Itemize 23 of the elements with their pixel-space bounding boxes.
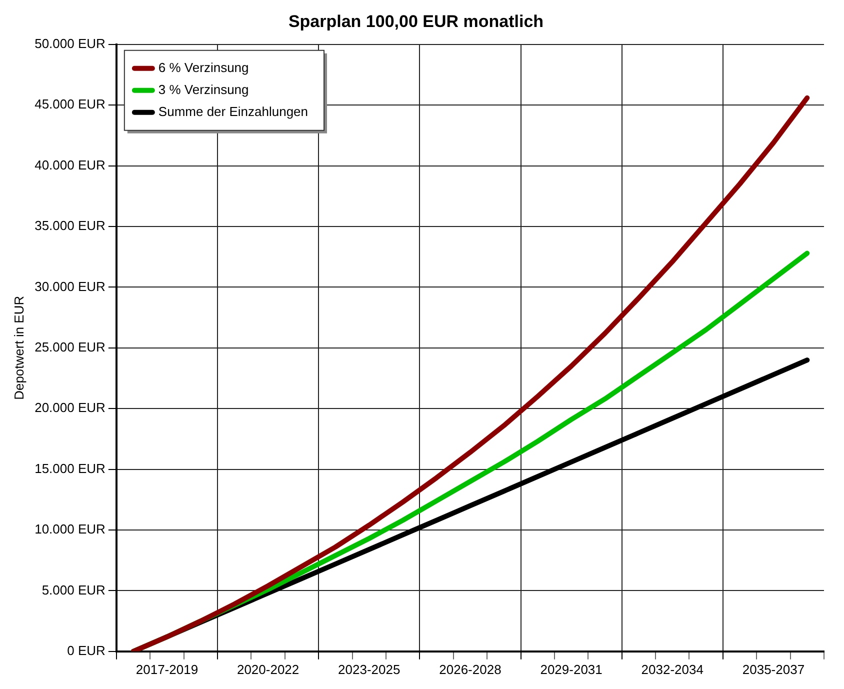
y-tick-label: 20.000 EUR (34, 400, 106, 416)
x-tick-label: 2023-2025 (338, 662, 400, 677)
x-tick-label: 2017-2019 (136, 662, 198, 677)
x-tick-label: 2029-2031 (540, 662, 602, 677)
y-tick-label: 50.000 EUR (34, 36, 106, 51)
y-tick-label: 35.000 EUR (34, 218, 106, 234)
y-tick-label: 30.000 EUR (34, 278, 106, 294)
y-axis-title: Depotwert in EUR (11, 296, 26, 400)
y-tick-label: 15.000 EUR (34, 460, 106, 476)
y-tick-label: 25.000 EUR (34, 339, 106, 354)
x-tick-label: 2020-2022 (236, 662, 300, 677)
x-tick-label: 2035-2037 (742, 662, 805, 677)
y-tick-label: 10.000 EUR (34, 522, 106, 537)
y-tick-label: 45.000 EUR (34, 96, 106, 112)
legend-label: Summe der Einzahlungen (158, 104, 308, 119)
y-tick-label: 40.000 EUR (34, 157, 106, 172)
chart-title: Sparplan 100,00 EUR monatlich (288, 12, 544, 31)
x-tick-label: 2026-2028 (439, 662, 502, 677)
legend-label: 6 % Verzinsung (158, 60, 249, 75)
x-tick-label: 2032-2034 (641, 662, 704, 677)
y-tick-label: 0 EUR (67, 642, 106, 658)
y-tick-label: 5.000 EUR (42, 582, 106, 598)
legend-label: 3 % Verzinsung (158, 82, 249, 97)
